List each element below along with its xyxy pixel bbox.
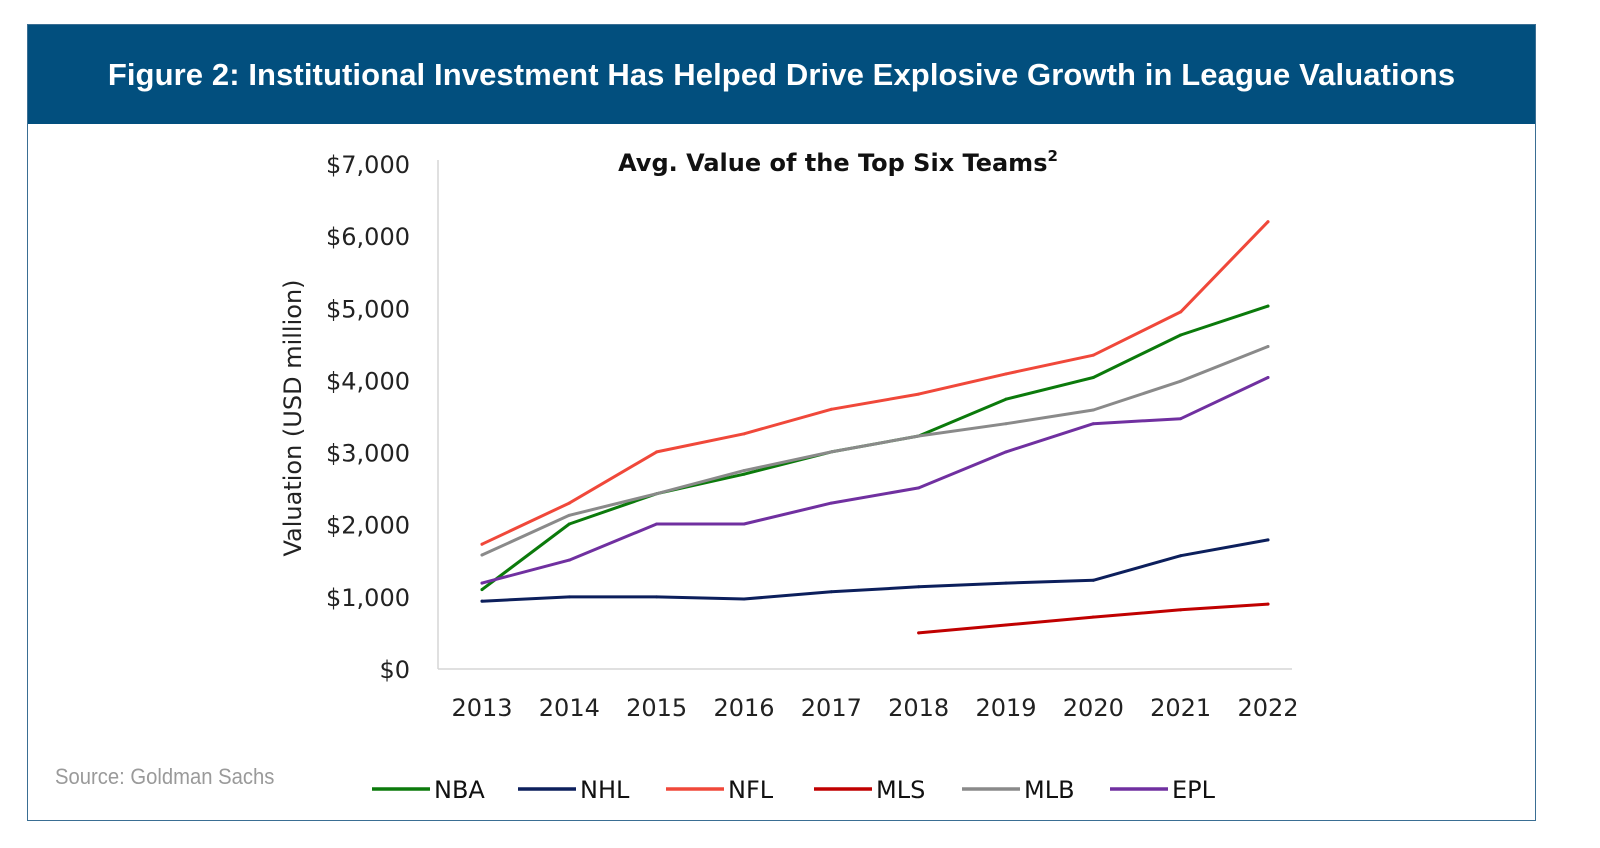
figure-title: Figure 2: Institutional Investment Has H…	[107, 56, 1456, 92]
data-point-epl	[1004, 450, 1008, 454]
chart-title-text: Avg. Value of the Top Six Teams	[618, 149, 1047, 177]
data-point-nhl	[742, 597, 746, 601]
data-point-mls	[1266, 602, 1270, 606]
data-point-epl	[480, 581, 484, 585]
data-point-nhl	[1004, 581, 1008, 585]
data-point-mls	[1004, 623, 1008, 627]
data-point-nhl	[567, 595, 571, 599]
data-point-nfl	[1091, 353, 1095, 357]
data-point-nfl	[742, 432, 746, 436]
data-point-nba	[1266, 304, 1270, 308]
legend-label: MLB	[1024, 776, 1075, 804]
data-point-nhl	[1179, 554, 1183, 558]
x-tick-label: 2016	[713, 694, 774, 722]
data-point-nfl	[1004, 372, 1008, 376]
legend-item-mls: MLS	[814, 776, 925, 804]
data-point-mls	[917, 631, 921, 635]
series-line-nfl	[480, 220, 1270, 546]
series-line-epl	[480, 376, 1270, 585]
data-point-epl	[1091, 422, 1095, 426]
data-point-mlb	[917, 434, 921, 438]
x-tick-label: 2021	[1150, 694, 1211, 722]
data-point-epl	[567, 558, 571, 562]
data-point-mlb	[1004, 422, 1008, 426]
data-point-nfl	[480, 542, 484, 546]
data-point-nhl	[480, 599, 484, 603]
data-point-nba	[1004, 397, 1008, 401]
data-point-epl	[655, 522, 659, 526]
data-point-mlb	[742, 469, 746, 473]
data-point-nba	[567, 522, 571, 526]
data-point-nba	[1091, 376, 1095, 380]
legend-item-mlb: MLB	[962, 776, 1075, 804]
x-tick-label: 2019	[975, 694, 1036, 722]
series-line-nhl	[480, 538, 1270, 603]
data-point-nba	[1179, 333, 1183, 337]
data-point-nfl	[829, 407, 833, 411]
x-tick-label: 2017	[801, 694, 862, 722]
legend-item-nfl: NFL	[666, 776, 774, 804]
y-tick-label: $7,000	[326, 151, 410, 179]
x-tick-label: 2014	[539, 694, 600, 722]
data-point-mls	[1179, 608, 1183, 612]
y-tick-label: $3,000	[326, 440, 410, 468]
data-point-nhl	[1091, 578, 1095, 582]
data-point-mlb	[829, 450, 833, 454]
data-point-nba	[742, 472, 746, 476]
y-tick-label: $2,000	[326, 512, 410, 540]
x-tick-label: 2022	[1237, 694, 1298, 722]
data-point-nhl	[829, 590, 833, 594]
y-tick-label: $0	[379, 656, 410, 684]
series-line-mlb	[480, 345, 1270, 557]
data-point-mlb	[1179, 379, 1183, 383]
data-point-epl	[917, 486, 921, 490]
legend-label: NHL	[580, 776, 630, 804]
y-tick-label: $6,000	[326, 223, 410, 251]
data-point-nfl	[655, 450, 659, 454]
data-point-epl	[1179, 417, 1183, 421]
y-axis-label: Valuation (USD million)	[279, 279, 307, 556]
data-point-epl	[742, 522, 746, 526]
data-point-mls	[1091, 615, 1095, 619]
data-point-nhl	[917, 585, 921, 589]
y-tick-label: $5,000	[326, 295, 410, 323]
data-point-nhl	[655, 595, 659, 599]
data-point-mlb	[480, 553, 484, 557]
data-point-mlb	[655, 492, 659, 496]
data-point-epl	[1266, 376, 1270, 380]
figure-banner: Figure 2: Institutional Investment Has H…	[28, 25, 1535, 124]
data-point-nfl	[1179, 310, 1183, 314]
chart-title: Avg. Value of the Top Six Teams2	[618, 147, 1058, 177]
figure-frame: Figure 2: Institutional Investment Has H…	[27, 24, 1536, 821]
legend-item-epl: EPL	[1110, 776, 1216, 804]
x-tick-label: 2018	[888, 694, 949, 722]
y-tick-label: $1,000	[326, 584, 410, 612]
data-point-nfl	[917, 392, 921, 396]
legend-item-nba: NBA	[372, 776, 485, 804]
y-tick-label: $4,000	[326, 367, 410, 395]
x-tick-label: 2015	[626, 694, 687, 722]
source-note: Source: Goldman Sachs	[55, 764, 275, 789]
chart-title-superscript: 2	[1047, 147, 1057, 165]
data-point-nhl	[1266, 538, 1270, 542]
data-point-epl	[829, 501, 833, 505]
data-point-nba	[480, 588, 484, 592]
legend-label: EPL	[1172, 776, 1216, 804]
data-point-mlb	[1091, 408, 1095, 412]
data-point-mlb	[567, 513, 571, 517]
legend-label: NFL	[728, 776, 774, 804]
data-point-mlb	[1266, 345, 1270, 349]
data-point-nfl	[1266, 220, 1270, 224]
legend-label: NBA	[434, 776, 485, 804]
data-point-nfl	[567, 501, 571, 505]
legend-item-nhl: NHL	[518, 776, 630, 804]
x-tick-label: 2020	[1063, 694, 1124, 722]
x-tick-label: 2013	[451, 694, 512, 722]
legend-label: MLS	[876, 776, 925, 804]
